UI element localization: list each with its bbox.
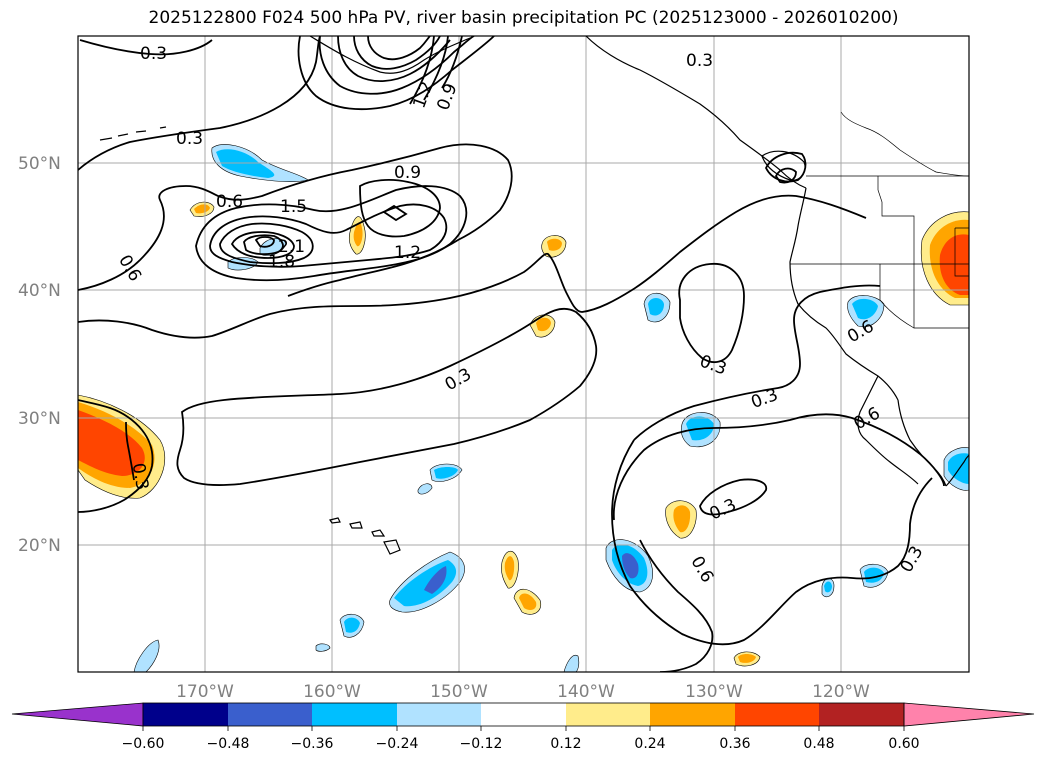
- contour-label: 0.6: [216, 192, 243, 212]
- contour-label: 0.3: [128, 462, 152, 492]
- pv-contours: [78, 36, 945, 672]
- colorbar-tick-label: −0.36: [291, 736, 334, 752]
- colorbar-extend-high: [903, 702, 1035, 727]
- contour-label: 0.3: [176, 129, 203, 149]
- contour-label: 1.5: [280, 197, 307, 217]
- contour-label: 1.2: [394, 243, 421, 263]
- map-background: [78, 36, 969, 672]
- colorbar-tick-label: −0.60: [122, 736, 165, 752]
- colorbar-segment: [481, 703, 566, 726]
- map-title: 2025122800 F024 500 hPa PV, river basin …: [148, 8, 899, 28]
- lat-label-20n: 20°N: [18, 536, 61, 556]
- lat-label-30n: 30°N: [18, 409, 61, 429]
- colorbar-tick-label: −0.48: [207, 736, 250, 752]
- colorbar-tick-label: −0.12: [460, 736, 503, 752]
- political-borders: [790, 111, 969, 329]
- colorbar-tick-label: −0.24: [376, 736, 419, 752]
- colorbar-segment: [819, 703, 904, 726]
- colorbar-tick-label: 0.12: [550, 736, 581, 752]
- colorbar-segment: [228, 703, 312, 726]
- colorbar-segment: [735, 703, 819, 726]
- lat-label-50n: 50°N: [18, 154, 61, 174]
- lat-label-40n: 40°N: [18, 281, 61, 301]
- lon-label-140w: 140°W: [557, 682, 615, 702]
- colorbar-segment: [650, 703, 735, 726]
- colorbar-tick-label: 0.60: [888, 736, 919, 752]
- contour-label: 0.9: [394, 163, 421, 183]
- contour-label: 1.8: [268, 252, 295, 272]
- colorbar-segment: [397, 703, 481, 726]
- contour-label: 0.3: [686, 51, 713, 71]
- colorbar-extend-low: [11, 702, 144, 727]
- lon-label-120w: 120°W: [812, 682, 870, 702]
- colorbar-segment: [143, 703, 228, 726]
- colorbar-tick-label: 0.24: [634, 736, 665, 752]
- lon-label-150w: 150°W: [430, 682, 488, 702]
- contour-label: 2.1: [278, 237, 305, 257]
- map-frame: [77, 35, 970, 673]
- longitude-labels: 170°W 160°W 150°W 140°W 130°W 120°W: [176, 682, 870, 702]
- lon-label-130w: 130°W: [685, 682, 743, 702]
- colorbar-segment: [312, 703, 397, 726]
- colorbar-tick-label: 0.36: [719, 736, 750, 752]
- colorbar-segment: [566, 703, 650, 726]
- lon-label-160w: 160°W: [303, 682, 361, 702]
- graticule: [78, 36, 969, 672]
- colorbar-tick-label: 0.48: [803, 736, 834, 752]
- colorbar: −0.60 −0.48 −0.36 −0.24 −0.12 0.12 0.24 …: [11, 702, 1035, 752]
- contour-label: 0.3: [140, 44, 167, 64]
- lon-label-170w: 170°W: [176, 682, 234, 702]
- latitude-labels: 50°N 40°N 30°N 20°N: [18, 154, 61, 556]
